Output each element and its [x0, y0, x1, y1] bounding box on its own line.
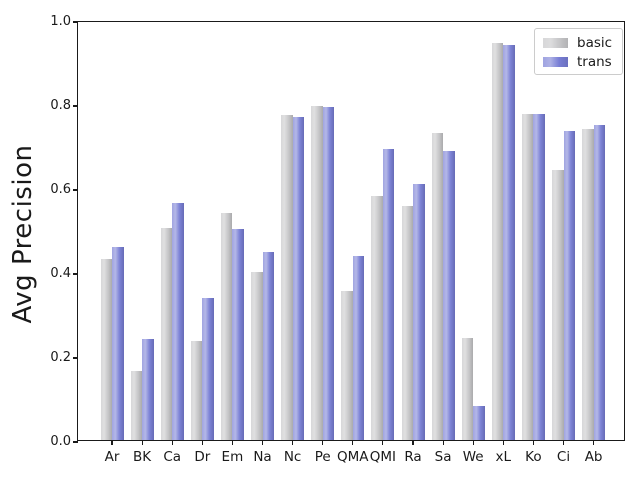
x-axis-tick: [352, 440, 354, 445]
bar-basic-Ar: [100, 259, 112, 440]
bar-basic-Ci: [552, 170, 564, 440]
bar-trans-Ra: [413, 183, 425, 440]
y-axis-tick: [73, 189, 78, 191]
x-axis-tick-label: Nc: [283, 449, 302, 465]
y-axis-tick: [73, 441, 78, 443]
bar-basic-Nc: [281, 114, 293, 440]
bar-basic-Sa: [431, 133, 444, 440]
bar-trans-Ab: [593, 125, 606, 440]
bar-trans-Ar: [112, 246, 124, 440]
y-axis-tick-label: 0.8: [50, 98, 71, 113]
bar-trans-Ca: [172, 202, 184, 440]
y-axis-tick: [73, 105, 78, 107]
bar-trans-Sa: [443, 151, 455, 440]
x-axis-tick-label: Ko: [525, 449, 542, 465]
x-axis-tick: [472, 440, 474, 445]
y-axis-tick-label: 0.4: [50, 266, 71, 281]
legend: basic trans: [534, 28, 623, 75]
plot-area: 0.0 0.2 0.4 0.6 0.8 1.0 Ar BK Ca Dr Em Na Nc Pe QMA QMI…: [50, 15, 625, 465]
x-axis-tick: [231, 440, 233, 445]
x-axis-tick: [111, 440, 113, 445]
bar-basic-Dr: [190, 341, 203, 440]
bar-trans-BK: [142, 339, 154, 440]
x-axis-tick-label: QMA: [337, 449, 369, 465]
x-axis-tick: [261, 440, 264, 445]
legend-label-trans: trans: [577, 54, 612, 70]
x-axis-tick-label: Ab: [584, 449, 603, 465]
x-axis-tick-label: Ar: [104, 449, 120, 465]
bar-basic-xL: [491, 43, 504, 440]
x-axis-tick-label: Pe: [314, 449, 331, 465]
x-axis-tick-label: xL: [495, 449, 512, 465]
x-axis-tick: [171, 440, 173, 445]
x-axis-tick-label: Dr: [194, 449, 211, 465]
x-axis-tick: [382, 440, 384, 445]
x-axis-tick-label: Em: [221, 449, 244, 465]
bar-trans-Ci: [563, 130, 575, 440]
x-axis-tick: [593, 440, 595, 445]
bar-basic-We: [461, 337, 474, 440]
legend-swatch-basic: [543, 38, 568, 48]
x-axis-tick-label: Ci: [556, 449, 571, 465]
bar-basic-Ko: [521, 114, 534, 440]
bar-trans-We: [473, 405, 485, 440]
x-axis-tick: [141, 440, 143, 445]
x-axis-tick: [322, 440, 324, 445]
x-axis-tick: [201, 440, 203, 445]
legend-swatch-trans: [543, 57, 568, 67]
x-axis-tick: [412, 440, 414, 445]
y-axis-tick: [73, 273, 78, 275]
bar-basic-QMI: [371, 196, 383, 440]
x-axis-tick: [502, 440, 504, 445]
bar-trans-Nc: [292, 116, 305, 440]
y-axis-tick-label: 0.0: [50, 434, 71, 449]
bar-basic-Ab: [582, 129, 594, 440]
x-axis-tick-label: We: [462, 449, 484, 465]
bar-trans-Ko: [533, 113, 545, 440]
bar-trans-QMA: [352, 256, 365, 440]
bar-basic-BK: [130, 370, 143, 440]
y-axis-tick-label: 1.0: [50, 14, 71, 29]
y-axis-tick-label: 0.2: [50, 350, 71, 365]
legend-label-basic: basic: [577, 35, 613, 51]
x-axis-tick-label: BK: [133, 449, 152, 465]
x-axis-tick: [562, 440, 565, 445]
x-axis-tick: [532, 440, 534, 445]
bar-basic-Ca: [160, 227, 173, 440]
bar-trans-Dr: [202, 298, 214, 440]
x-axis-tick-label: Sa: [434, 449, 452, 465]
x-axis-tick-label: Ca: [163, 449, 182, 465]
y-axis-tick: [73, 357, 78, 359]
x-axis-tick-label: Ra: [404, 449, 422, 465]
x-axis-tick-label: Na: [253, 449, 272, 465]
legend-item-trans: trans: [543, 54, 614, 70]
bar-trans-Em: [232, 229, 244, 440]
bar-trans-xL: [503, 45, 515, 440]
bar-basic-Na: [251, 272, 263, 440]
x-axis-tick: [442, 440, 444, 445]
x-axis-tick-label: QMI: [369, 449, 397, 465]
x-axis-tick: [292, 440, 294, 445]
bar-basic-QMA: [341, 290, 353, 440]
bar-trans-QMI: [382, 149, 395, 440]
y-axis-tick-label: 0.6: [50, 182, 71, 197]
bar-trans-Pe: [322, 107, 335, 440]
bar-basic-Pe: [311, 106, 323, 440]
bar-trans-Na: [262, 252, 274, 440]
bar-basic-Ra: [401, 205, 413, 440]
legend-item-basic: basic: [543, 35, 614, 51]
bar-basic-Em: [220, 213, 233, 440]
y-axis-tick: [73, 21, 78, 23]
